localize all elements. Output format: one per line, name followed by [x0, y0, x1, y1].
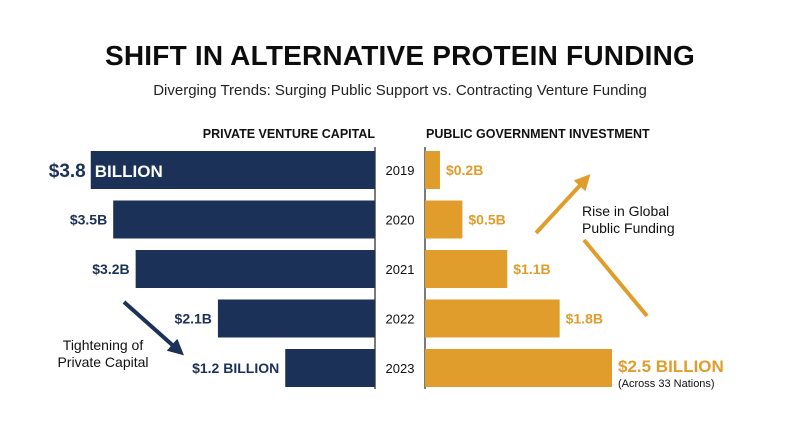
year-label-2023: 2023 [386, 361, 415, 376]
year-label-2019: 2019 [386, 163, 415, 178]
public-bar-2020 [425, 200, 463, 239]
private-value-label-2021: $3.2B [92, 261, 129, 277]
public-bar-2021 [425, 250, 508, 288]
private-bar-2022 [217, 299, 375, 338]
public-value-label-2019: $0.2B [446, 162, 483, 178]
chart-subtitle: Diverging Trends: Surging Public Support… [153, 82, 647, 99]
public-value-label-2020: $0.5B [468, 212, 505, 228]
public-series-header: PUBLIC GOVERNMENT INVESTMENT [426, 127, 650, 141]
public-bar-2022 [425, 299, 560, 338]
public-trend-arrow-up [534, 174, 591, 235]
chart-title: SHIFT IN ALTERNATIVE PROTEIN FUNDING [104, 40, 695, 71]
year-label-2020: 2020 [386, 213, 415, 228]
public-trend-annotation-line-1: Rise in Global [582, 203, 669, 219]
public-bar-2019 [425, 151, 440, 189]
private-trend-annotation-line-1: Tightening of [63, 337, 144, 353]
private-value-label-unit-2019: BILLION [95, 162, 163, 181]
year-label-2022: 2022 [386, 312, 415, 327]
public-value-label-2021: $1.1B [513, 261, 550, 277]
private-bar-2020 [113, 200, 375, 239]
public-value-label-2022: $1.8B [566, 311, 603, 327]
private-value-label-2023: $1.2 BILLION [192, 360, 279, 376]
public-bar-2023 [425, 349, 612, 387]
private-value-label-2020: $3.5B [70, 212, 107, 228]
private-series-header: PRIVATE VENTURE CAPITAL [203, 127, 376, 141]
private-bar-2023 [285, 349, 375, 387]
private-value-label-2019: $3.8 [49, 161, 86, 182]
public-trend-annotation-line-2: Public Funding [582, 220, 675, 236]
private-value-label-2022: $2.1B [175, 311, 212, 327]
public-note-label: (Across 33 Nations) [618, 378, 715, 390]
private-trend-arrow [122, 300, 184, 356]
private-trend-annotation-line-2: Private Capital [57, 354, 148, 370]
public-trend-arrow-line [582, 238, 649, 318]
private-bar-2019 [90, 151, 375, 189]
private-bar-2021 [135, 250, 375, 288]
year-label-2021: 2021 [386, 262, 415, 277]
public-value-label-2023: $2.5 BILLION [618, 357, 724, 376]
